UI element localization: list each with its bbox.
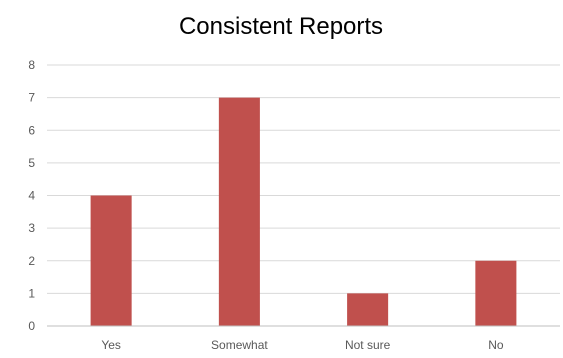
y-tick-label: 4 [28,189,35,203]
bars [90,97,517,326]
y-tick-label: 8 [28,58,35,72]
bar-somewhat [218,97,260,326]
chart-title: Consistent Reports [179,13,383,40]
bar-no [475,260,517,326]
y-tick-label: 7 [28,91,35,105]
y-tick-label: 6 [28,123,35,137]
y-tick-label: 1 [28,286,35,300]
gridlines [47,64,560,294]
x-axis-ticks: Yes Somewhat Not sure No [101,338,504,352]
y-tick-label: 3 [28,221,35,235]
x-tick-label: No [488,338,504,352]
bar-not-sure [347,293,389,326]
y-tick-label: 0 [28,319,35,333]
y-tick-label: 2 [28,254,35,268]
y-tick-label: 5 [28,156,35,170]
x-tick-label: Not sure [345,338,391,352]
bar-yes [90,195,132,326]
y-axis-ticks: 0 1 2 3 4 5 6 7 8 [28,58,35,333]
x-tick-label: Yes [101,338,121,352]
x-tick-label: Somewhat [211,338,268,352]
